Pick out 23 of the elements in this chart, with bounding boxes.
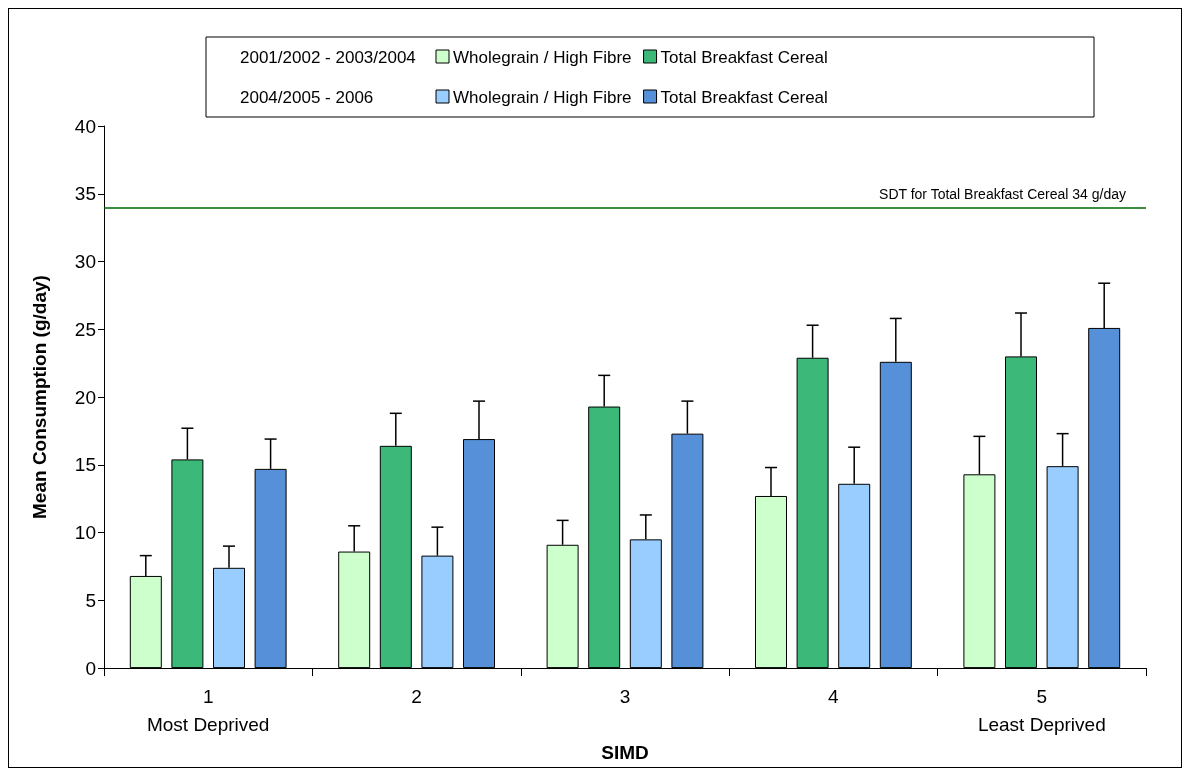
y-tick-label: 20 xyxy=(74,386,96,408)
x-tick-label: 5 Least Deprived xyxy=(977,685,1106,735)
y-tick-label: 5 xyxy=(85,589,96,611)
y-tick-label: 30 xyxy=(74,251,96,273)
y-tick-label: 25 xyxy=(74,318,96,340)
y-axis-title: Mean Consumption (g/day) xyxy=(29,275,50,519)
legend-label: Wholegrain / High Fibre xyxy=(453,47,632,67)
y-tick-label: 10 xyxy=(74,522,96,544)
legend-label: Wholegrain / High Fibre xyxy=(453,87,632,107)
text: 2004/2005 - 2006 xyxy=(240,87,374,107)
x-tick-label: 1 Most Deprived xyxy=(146,685,270,735)
text: 2001/2002 - 2003/2004 xyxy=(240,47,416,67)
legend-label: Total Breakfast Cereal xyxy=(660,47,828,67)
y-tick-label: 40 xyxy=(74,115,96,137)
x-tick-label: 3 xyxy=(619,685,631,707)
y-tick-label: 15 xyxy=(74,454,96,476)
ref-line-label: SDT for Total Breakfast Cereal 34 g/day xyxy=(879,186,1126,203)
legend-label: Total Breakfast Cereal xyxy=(660,87,828,107)
x-tick-label: 4 xyxy=(828,685,840,707)
y-tick-label: 0 xyxy=(85,657,96,679)
x-tick-label: 2 xyxy=(411,685,422,707)
x-axis-title: SIMD xyxy=(601,742,649,763)
y-tick-label: 35 xyxy=(74,183,96,205)
